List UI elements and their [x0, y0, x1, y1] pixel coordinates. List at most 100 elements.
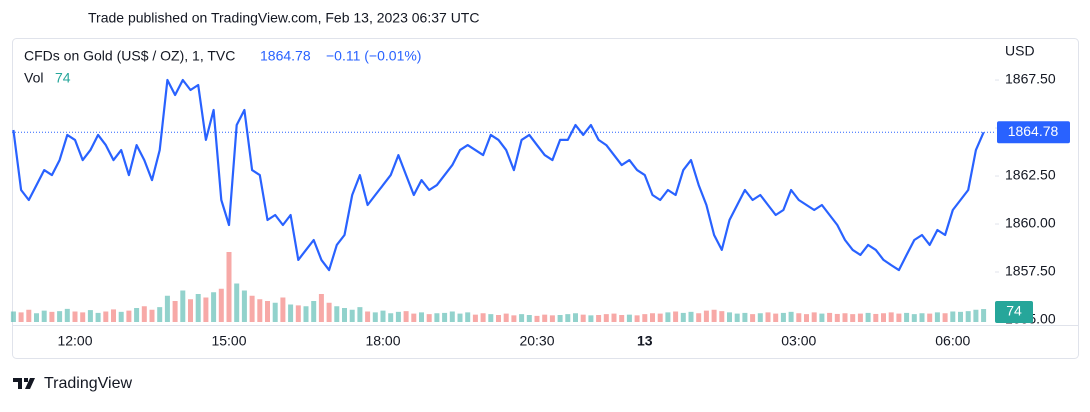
volume-bar — [750, 314, 756, 322]
volume-bar — [134, 308, 140, 322]
volume-bar — [696, 313, 702, 322]
volume-title: Vol — [24, 70, 43, 86]
brand-name: TradingView — [44, 375, 132, 392]
volume-bar — [542, 314, 548, 322]
volume-bar — [95, 312, 101, 322]
volume-bar — [904, 312, 910, 322]
y-tick-label: 1867.50 — [1005, 71, 1056, 87]
volume-bar — [126, 310, 132, 322]
last-price-label: 1864.78 — [1008, 123, 1059, 139]
volume-bar — [303, 306, 309, 322]
volume-bar — [365, 311, 371, 322]
volume-bar — [642, 314, 648, 322]
volume-bar — [442, 312, 448, 322]
volume-bar — [634, 315, 640, 322]
volume-bar — [357, 307, 363, 322]
chart-frame — [12, 38, 1079, 359]
volume-bar — [973, 309, 979, 322]
volume-bar — [141, 306, 147, 322]
y-tick-label: 1862.50 — [1005, 167, 1056, 183]
volume-bar — [811, 312, 817, 322]
volume-bar — [280, 297, 286, 322]
header-change: −0.11 (−0.01%) — [326, 48, 421, 64]
volume-bar — [480, 313, 486, 322]
volume-bar — [496, 315, 501, 322]
volume-bar — [395, 311, 401, 322]
volume-bar — [534, 315, 540, 322]
volume-bar — [372, 312, 378, 322]
volume-bar — [241, 290, 247, 322]
currency-label: USD — [1005, 43, 1035, 59]
volume-bar — [380, 310, 386, 322]
volume-bar — [103, 311, 109, 322]
volume-bar — [149, 309, 155, 322]
volume-bar — [203, 297, 209, 322]
volume-bar — [488, 314, 494, 322]
volume-bar — [472, 314, 478, 322]
volume-bar — [188, 299, 193, 322]
volume-bar — [950, 311, 956, 322]
volume-bar — [10, 311, 16, 322]
volume-bar — [827, 312, 833, 322]
volume-bar — [919, 313, 925, 322]
x-tick-label: 18:00 — [365, 333, 400, 349]
x-tick-label: 06:00 — [935, 333, 970, 349]
volume-bar — [249, 295, 255, 322]
volume-bar — [673, 311, 679, 322]
volume-bar — [519, 314, 525, 322]
volume-bar — [64, 308, 70, 322]
volume-bar — [318, 294, 324, 322]
volume-bar — [342, 308, 347, 322]
volume-bar — [403, 311, 409, 322]
volume-bar — [195, 294, 201, 322]
volume-bar — [226, 252, 232, 322]
volume-bar — [711, 309, 717, 322]
y-tick-label: 1857.50 — [1005, 263, 1056, 279]
volume-bar — [180, 290, 186, 322]
brand-logo — [13, 378, 35, 389]
volume-bar — [665, 312, 671, 322]
y-tick-label: 1860.00 — [1005, 215, 1056, 231]
volume-bar — [72, 311, 78, 322]
volume-bar — [218, 288, 224, 322]
volume-bar — [850, 314, 856, 322]
header-price: 1864.78 — [260, 48, 311, 64]
volume-bar — [927, 313, 933, 322]
volume-bar — [611, 313, 617, 322]
volume-bar — [503, 313, 509, 322]
volume-bar — [911, 314, 917, 322]
price-line — [12, 78, 985, 272]
volume-bar — [419, 312, 424, 322]
volume-bar — [34, 313, 39, 322]
volume-bar — [834, 313, 840, 322]
volume-bar — [796, 313, 802, 322]
volume-bar — [981, 309, 987, 322]
volume-bar — [619, 315, 625, 322]
volume-bar — [111, 309, 116, 322]
volume-bar — [118, 311, 124, 322]
series-title: CFDs on Gold (US$ / OZ), 1, TVC — [24, 48, 235, 64]
volume-bar — [80, 312, 86, 322]
volume-bar — [596, 315, 602, 322]
volume-bar — [411, 313, 417, 322]
volume-bar — [680, 312, 686, 322]
volume-bar — [434, 313, 440, 322]
volume-bar — [265, 301, 270, 322]
volume-badge-label: 74 — [1006, 303, 1022, 319]
volume-bar — [819, 313, 825, 322]
volume-bar — [881, 313, 886, 322]
volume-bar — [965, 311, 971, 322]
volume-bar — [757, 313, 763, 322]
volume-bar — [272, 302, 278, 322]
volume-bar — [172, 301, 178, 322]
volume-bar — [288, 304, 294, 322]
header-volume: 74 — [55, 70, 71, 86]
volume-bar — [234, 283, 240, 322]
volume-bar — [580, 314, 586, 322]
volume-bar — [388, 313, 394, 322]
x-tick-label: 03:00 — [781, 333, 816, 349]
volume-bar — [549, 315, 555, 322]
volume-bar — [557, 315, 563, 322]
volume-bar — [457, 313, 463, 322]
